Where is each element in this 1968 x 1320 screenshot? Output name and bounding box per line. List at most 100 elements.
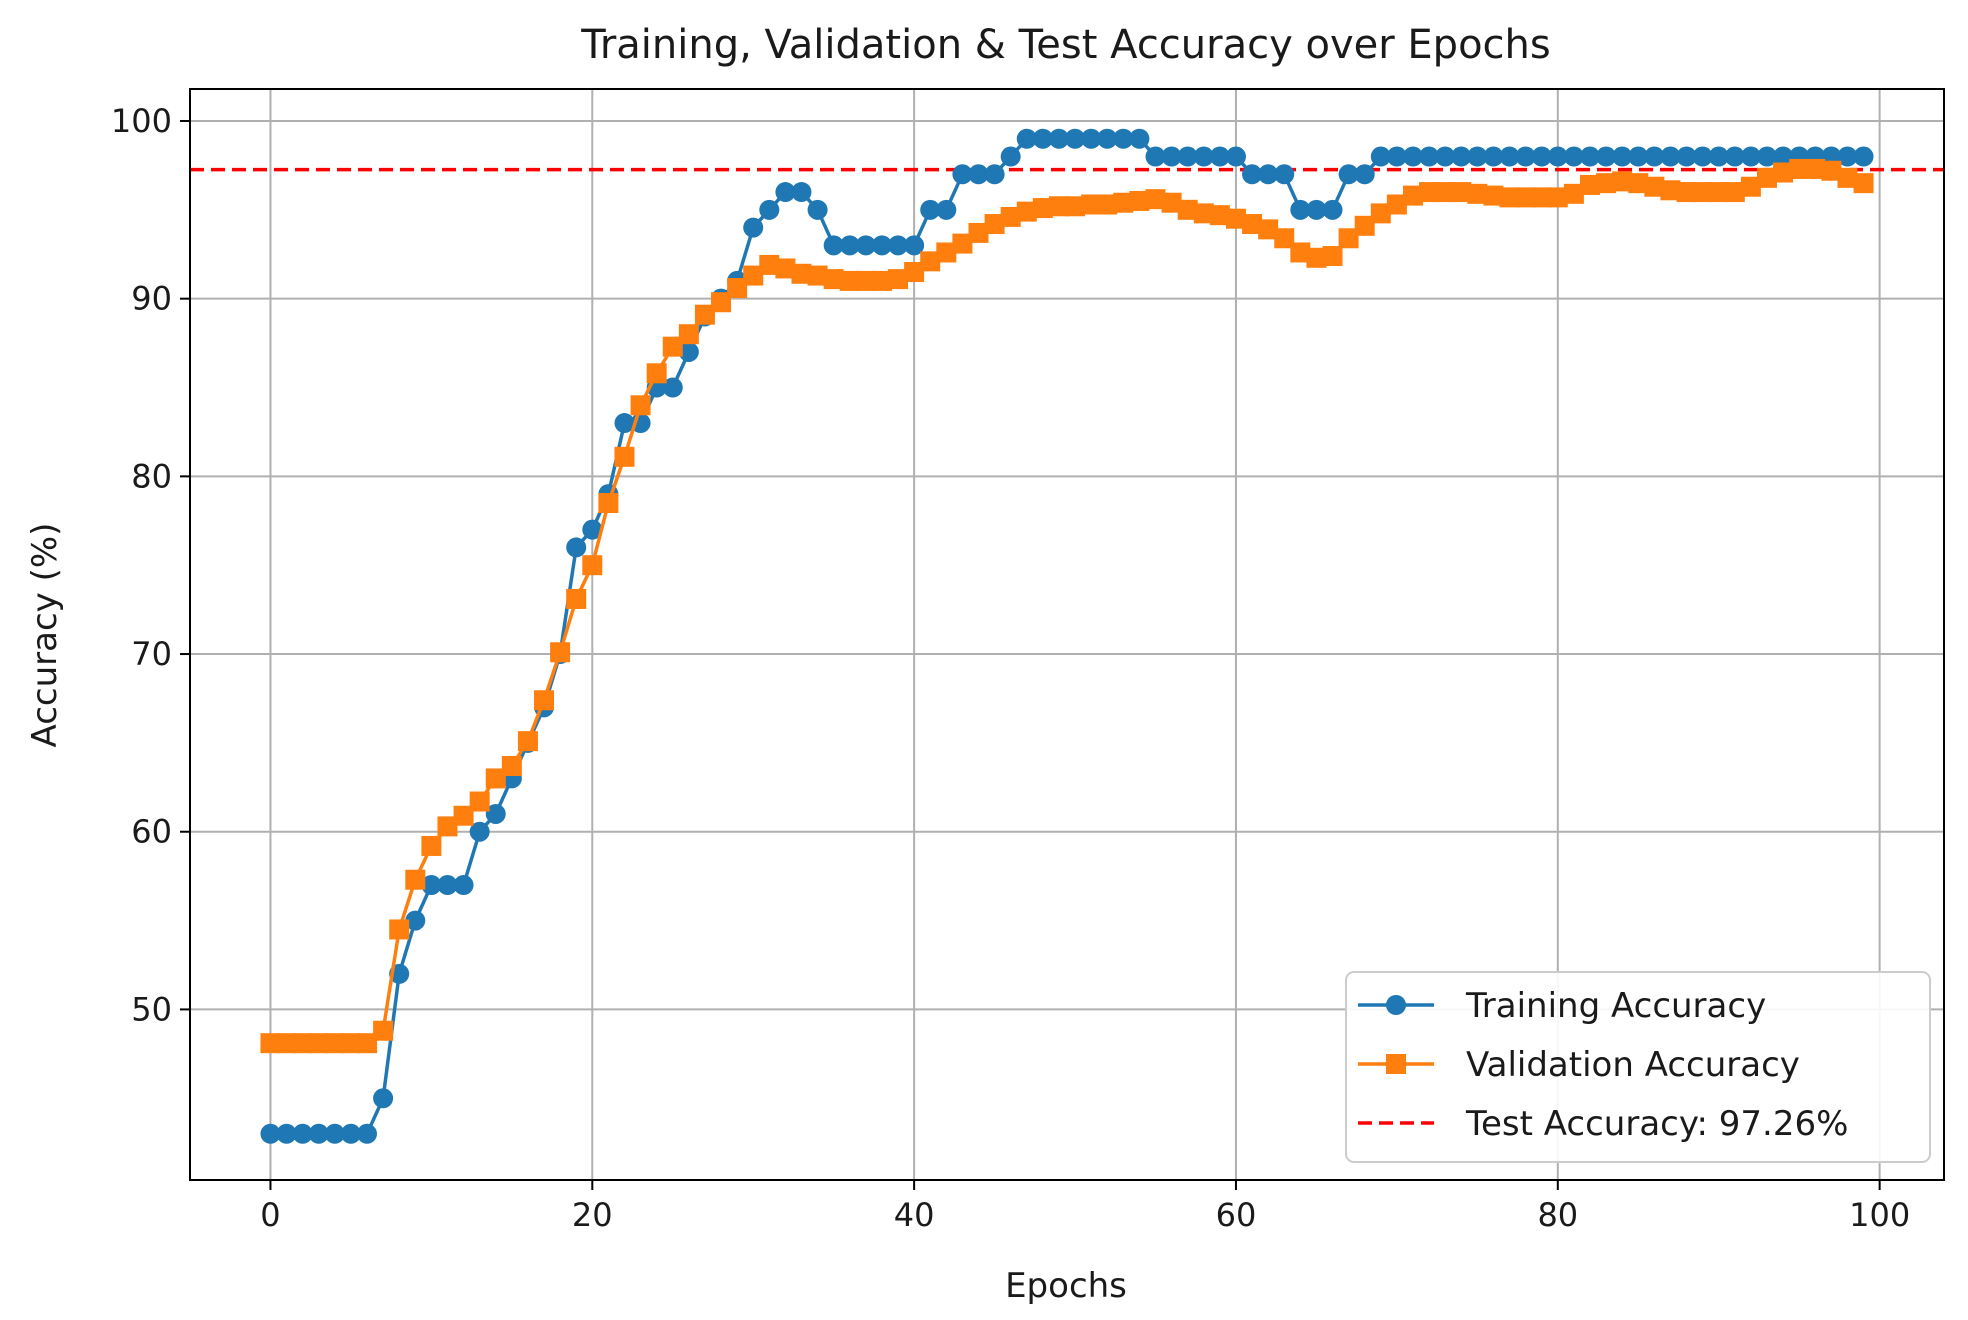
data-point: [1644, 176, 1665, 197]
data-point: [1515, 146, 1536, 167]
data-point: [662, 336, 683, 357]
data-point: [437, 816, 458, 837]
chart-title: Training, Validation & Test Accuracy ove…: [580, 22, 1550, 68]
data-point: [582, 555, 603, 576]
data-point: [1708, 182, 1729, 203]
data-point: [952, 164, 973, 185]
data-point: [1467, 183, 1488, 204]
data-point: [1338, 228, 1359, 249]
data-point: [984, 214, 1005, 235]
data-point: [1161, 146, 1182, 167]
data-point: [1547, 187, 1568, 208]
data-point: [405, 869, 426, 890]
data-point: [1579, 146, 1600, 167]
data-point: [678, 324, 699, 345]
data-point: [1435, 146, 1456, 167]
x-tick-label: 20: [572, 1196, 613, 1234]
data-point: [340, 1123, 361, 1144]
x-tick-label: 100: [1849, 1196, 1910, 1234]
data-point: [743, 265, 764, 286]
data-point: [1193, 146, 1214, 167]
data-point: [662, 377, 683, 398]
y-tick-label: 80: [131, 457, 172, 495]
data-point: [678, 341, 699, 362]
data-point: [324, 1123, 345, 1144]
data-point: [421, 835, 442, 856]
data-point: [1113, 192, 1134, 213]
data-point: [1596, 146, 1617, 167]
data-point: [775, 258, 796, 279]
data-point: [550, 642, 571, 663]
plot-area-frame: [189, 88, 1945, 1181]
data-point: [1483, 185, 1504, 206]
data-point: [1209, 146, 1230, 167]
legend: Training Accuracy Validation Accuracy Test…: [1345, 971, 1931, 1163]
data-point: [1225, 146, 1246, 167]
data-point: [1370, 203, 1391, 224]
data-point: [888, 269, 909, 290]
data-point: [1789, 158, 1810, 179]
data-point: [1145, 189, 1166, 210]
legend-label: Test Accuracy: 97.26%: [1465, 1104, 1848, 1144]
data-point: [453, 875, 474, 896]
data-point: [1016, 128, 1037, 149]
data-point: [1660, 146, 1681, 167]
data-point: [1740, 176, 1761, 197]
data-point: [1515, 187, 1536, 208]
data-point: [1065, 196, 1086, 217]
data-point: [871, 235, 892, 256]
data-point: [1499, 187, 1520, 208]
data-point: [743, 217, 764, 238]
data-point: [888, 235, 909, 256]
data-point: [1628, 146, 1649, 167]
data-point: [1290, 199, 1311, 220]
data-point: [1547, 146, 1568, 167]
data-point: [1354, 215, 1375, 236]
data-point: [1531, 187, 1552, 208]
data-point: [694, 304, 715, 325]
data-point: [292, 1123, 313, 1144]
x-tick-label: 60: [1216, 1196, 1257, 1234]
data-point: [1451, 146, 1472, 167]
data-point: [373, 1088, 394, 1109]
data-point: [759, 199, 780, 220]
data-point: [1676, 146, 1697, 167]
data-point: [485, 768, 506, 789]
data-series: [260, 128, 1874, 1144]
data-point: [357, 1033, 378, 1054]
data-point: [308, 1033, 329, 1054]
y-tick-label: 100: [111, 102, 172, 140]
data-point: [1563, 146, 1584, 167]
data-point: [968, 164, 989, 185]
data-point: [1032, 128, 1053, 149]
data-point: [1579, 174, 1600, 195]
data-point: [1419, 182, 1440, 203]
data-point: [1435, 182, 1456, 203]
legend-marker: [1386, 1054, 1406, 1074]
data-point: [791, 182, 812, 203]
data-point: [904, 262, 925, 283]
data-point: [968, 222, 989, 243]
data-point: [1145, 146, 1166, 167]
legend-label: Validation Accuracy: [1466, 1045, 1800, 1085]
data-point: [453, 805, 474, 826]
data-point: [1821, 160, 1842, 181]
data-point: [952, 233, 973, 254]
data-point: [727, 278, 748, 299]
data-point: [1402, 146, 1423, 167]
data-point: [1386, 146, 1407, 167]
data-point: [276, 1033, 297, 1054]
data-point: [308, 1123, 329, 1144]
data-point: [1724, 182, 1745, 203]
data-point: [1805, 158, 1826, 179]
data-point: [1081, 128, 1102, 149]
data-point: [1177, 146, 1198, 167]
series-line: [270, 167, 1865, 1045]
data-point: [1773, 162, 1794, 183]
y-axis-label: Accuracy (%): [25, 523, 65, 748]
data-point: [1370, 146, 1391, 167]
legend-marker: [1386, 995, 1406, 1015]
data-point: [1708, 146, 1729, 167]
data-point: [566, 588, 587, 609]
